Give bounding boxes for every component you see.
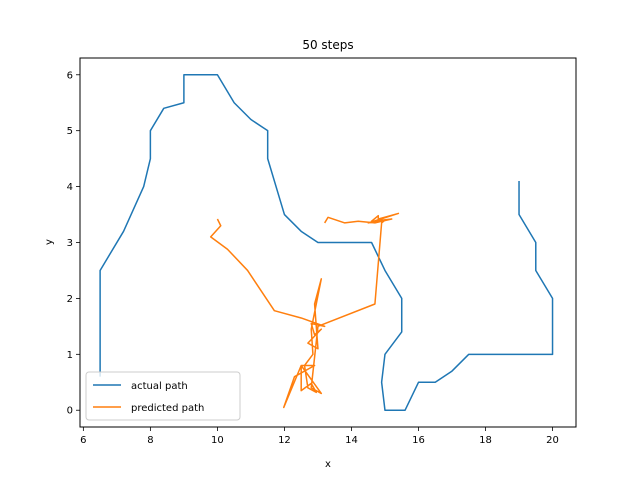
y-tick-label: 1	[67, 350, 73, 361]
x-tick-label: 12	[278, 435, 291, 446]
x-axis-label: x	[325, 459, 331, 470]
y-tick-label: 0	[67, 406, 73, 417]
y-axis: 0 1 2 3 4 5 6	[67, 70, 80, 417]
y-tick-label: 6	[67, 70, 73, 81]
x-tick-label: 20	[546, 435, 559, 446]
legend: actual path predicted path	[85, 371, 241, 421]
x-axis: 6 8 10 12 14 16 18 20	[80, 427, 559, 446]
y-tick-label: 5	[67, 126, 73, 137]
chart-title: 50 steps	[302, 38, 353, 52]
x-tick-label: 18	[479, 435, 492, 446]
series-line-predicted-path	[209, 212, 400, 409]
x-tick-label: 14	[345, 435, 358, 446]
y-tick-label: 2	[67, 294, 73, 305]
legend-label-actual-path: actual path	[131, 381, 188, 392]
series-line-actual-path	[99, 74, 554, 411]
x-tick-label: 8	[147, 435, 153, 446]
series-layer	[99, 74, 554, 411]
x-tick-label: 10	[211, 435, 224, 446]
y-tick-label: 4	[67, 182, 73, 193]
x-tick-label: 16	[412, 435, 425, 446]
y-tick-label: 3	[67, 238, 73, 249]
legend-label-predicted-path: predicted path	[131, 403, 204, 414]
legend-box	[85, 371, 241, 421]
y-axis-label: y	[44, 239, 55, 245]
x-tick-label: 6	[80, 435, 86, 446]
